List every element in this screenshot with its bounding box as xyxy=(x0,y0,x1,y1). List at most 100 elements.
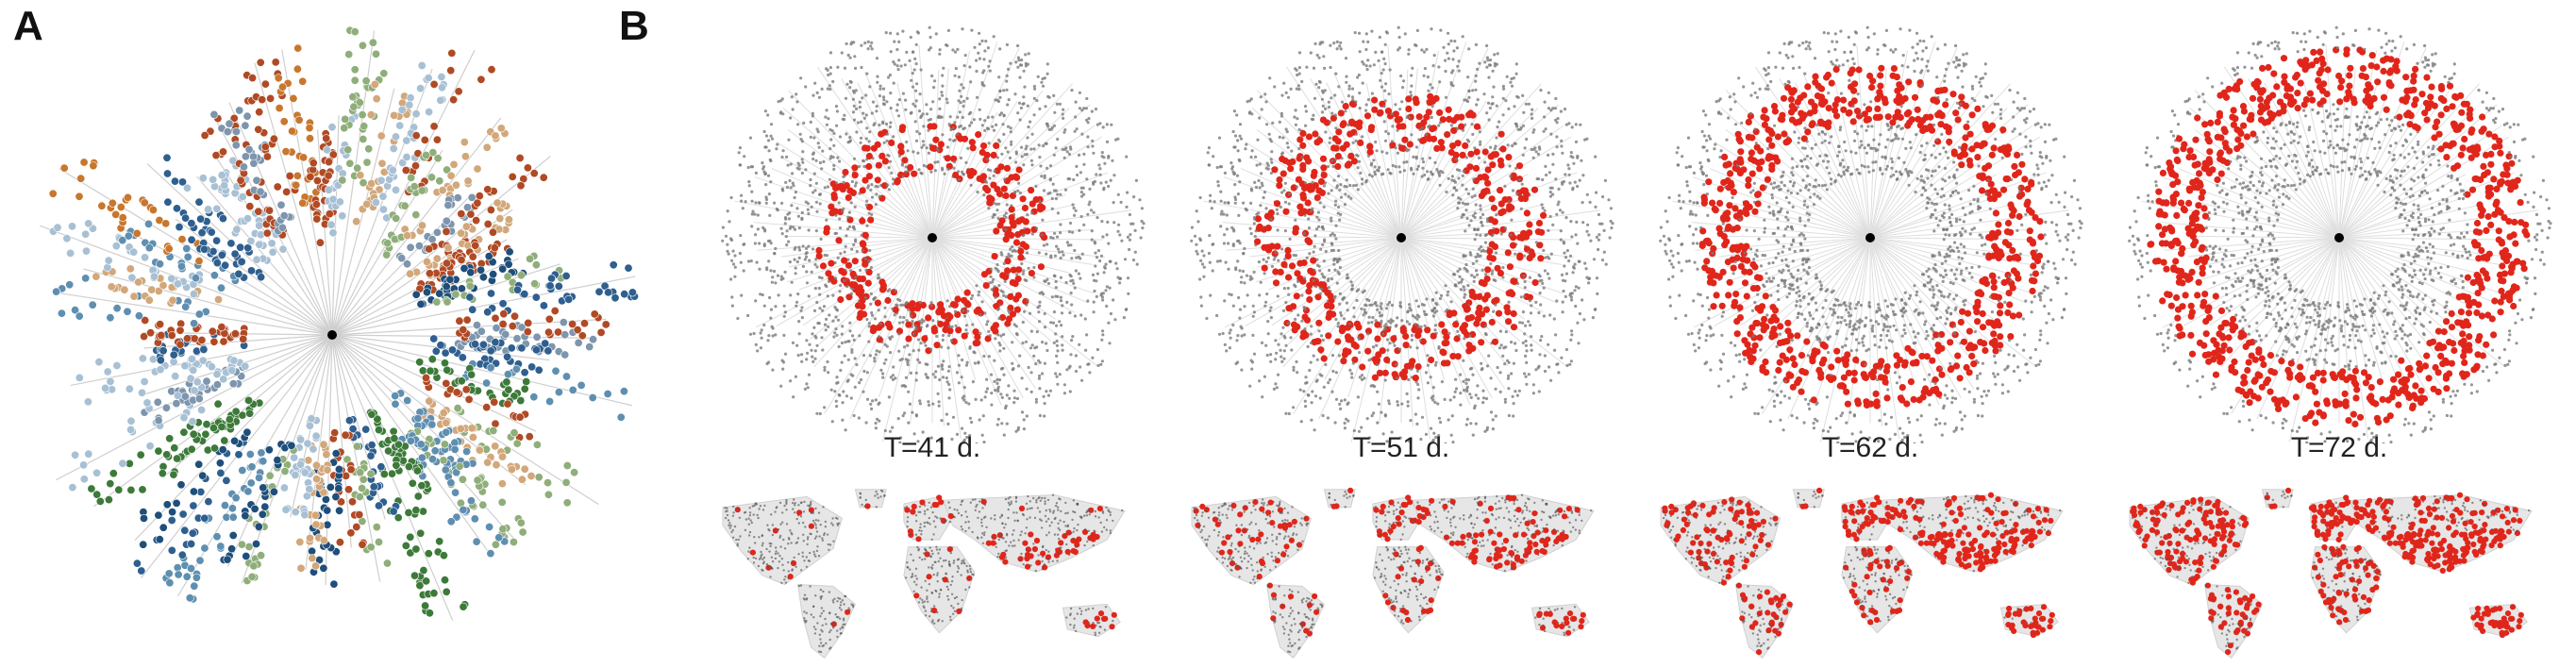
uninfected-node xyxy=(1086,135,1090,139)
uninfected-node xyxy=(873,317,878,321)
uninfected-node xyxy=(845,42,848,45)
uninfected-node xyxy=(1439,420,1443,425)
community-node xyxy=(156,259,165,269)
uninfected-node xyxy=(818,202,822,206)
uninfected-node xyxy=(1017,181,1021,185)
infected-node xyxy=(1015,166,1023,174)
uninfected-node xyxy=(941,74,945,77)
uninfected-node xyxy=(1547,228,1550,232)
community-node xyxy=(443,165,452,175)
uninfected-node xyxy=(969,296,973,301)
uninfected-node xyxy=(925,325,928,328)
spoke-line xyxy=(331,334,493,559)
infected-node xyxy=(1374,321,1381,328)
community-node xyxy=(417,481,427,491)
uninfected-node xyxy=(1052,310,1056,314)
uninfected-node xyxy=(990,392,994,395)
snapshot-radial-t41 xyxy=(721,25,1146,443)
uninfected-node xyxy=(1460,280,1464,284)
uninfected-node xyxy=(1082,107,1086,110)
uninfected-node xyxy=(1000,395,1004,399)
community-node xyxy=(471,241,480,250)
community-node xyxy=(186,374,195,383)
uninfected-node xyxy=(1576,242,1580,245)
uninfected-node xyxy=(1518,321,1522,325)
uninfected-node xyxy=(921,140,925,143)
uninfected-node xyxy=(1026,62,1029,66)
infected-node xyxy=(856,276,863,283)
uninfected-node xyxy=(1568,293,1572,297)
community-node xyxy=(361,425,371,434)
community-node xyxy=(279,483,289,493)
spoke-line xyxy=(931,237,1103,241)
infected-node xyxy=(1032,196,1040,204)
uninfected-node xyxy=(1260,341,1264,344)
uninfected-node xyxy=(1306,344,1310,348)
uninfected-node xyxy=(1070,257,1074,260)
uninfected-node xyxy=(733,265,737,269)
uninfected-node xyxy=(1258,379,1262,383)
uninfected-node xyxy=(859,377,863,382)
uninfected-node xyxy=(938,107,942,110)
uninfected-node xyxy=(1019,106,1023,110)
uninfected-node xyxy=(852,242,856,247)
uninfected-node xyxy=(1269,316,1273,320)
uninfected-node xyxy=(856,121,860,125)
uninfected-node xyxy=(1038,374,1042,377)
uninfected-node xyxy=(1016,189,1020,192)
community-node xyxy=(415,358,425,367)
community-node xyxy=(177,550,187,559)
uninfected-node xyxy=(1101,333,1105,337)
uninfected-node xyxy=(945,376,948,380)
uninfected-node xyxy=(1447,331,1451,335)
community-node xyxy=(194,394,204,404)
community-node xyxy=(311,520,321,529)
uninfected-node xyxy=(1352,315,1356,319)
uninfected-node xyxy=(868,354,872,358)
community-node xyxy=(220,181,229,191)
uninfected-node xyxy=(1045,125,1050,128)
community-node xyxy=(66,248,75,258)
community-node xyxy=(199,344,209,354)
uninfected-node xyxy=(920,321,924,325)
uninfected-node xyxy=(828,72,832,75)
community-node xyxy=(275,104,284,113)
uninfected-node xyxy=(873,359,877,363)
uninfected-node xyxy=(960,83,963,87)
infected-node xyxy=(929,144,937,152)
community-node xyxy=(232,127,242,137)
uninfected-node xyxy=(1078,107,1081,110)
uninfected-node xyxy=(753,212,757,216)
community-node xyxy=(418,366,427,376)
spoke-line xyxy=(331,334,633,407)
uninfected-node xyxy=(795,304,798,308)
community-node xyxy=(421,601,430,610)
infected-node xyxy=(901,157,909,164)
uninfected-node xyxy=(969,110,973,114)
uninfected-node xyxy=(1343,421,1347,426)
uninfected-node xyxy=(1049,321,1053,325)
community-node xyxy=(188,354,197,363)
community-node xyxy=(531,345,541,355)
uninfected-node xyxy=(846,53,850,58)
uninfected-node xyxy=(1072,206,1076,210)
uninfected-node xyxy=(791,341,795,344)
uninfected-node xyxy=(969,80,973,84)
infected-node xyxy=(849,189,857,196)
uninfected-node xyxy=(795,166,799,170)
uninfected-node xyxy=(1025,387,1029,391)
uninfected-node xyxy=(1104,262,1108,266)
hub-node xyxy=(327,330,337,340)
community-node xyxy=(551,366,560,376)
community-node xyxy=(358,110,367,120)
community-node xyxy=(359,475,368,484)
uninfected-node xyxy=(821,149,825,153)
community-node xyxy=(577,331,587,341)
uninfected-node xyxy=(776,274,780,277)
community-node xyxy=(245,409,255,418)
uninfected-node xyxy=(997,317,1001,321)
uninfected-node xyxy=(1464,381,1468,385)
uninfected-node xyxy=(818,411,822,416)
community-node xyxy=(429,589,439,598)
uninfected-node xyxy=(1094,108,1098,111)
